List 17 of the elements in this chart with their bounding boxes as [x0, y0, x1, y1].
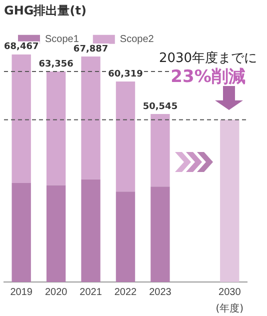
annotation: 63,356: [38, 59, 74, 70]
x-tick-label: 2023: [149, 286, 172, 298]
x-tick-label: 2020: [44, 286, 68, 298]
legend-label: Scope2: [120, 34, 154, 46]
chart-title: GHG排出量(t): [4, 3, 86, 18]
x-tick-label: 2030: [218, 286, 242, 298]
x-tick-label: 2021: [80, 286, 102, 298]
annotation: 67,887: [73, 44, 108, 54]
x-tick-label: 2022: [114, 286, 138, 298]
annotation: 23%削減: [170, 67, 246, 87]
annotation: 60,319: [108, 69, 143, 80]
annotation: 68,467: [4, 42, 39, 52]
x-tick-label: 2019: [10, 286, 33, 298]
annotation: 50,545: [142, 102, 178, 112]
x-axis-title: (年度): [216, 302, 244, 315]
legend-label: Scope1: [45, 34, 80, 46]
annotation: 2030年度までに: [158, 50, 258, 66]
